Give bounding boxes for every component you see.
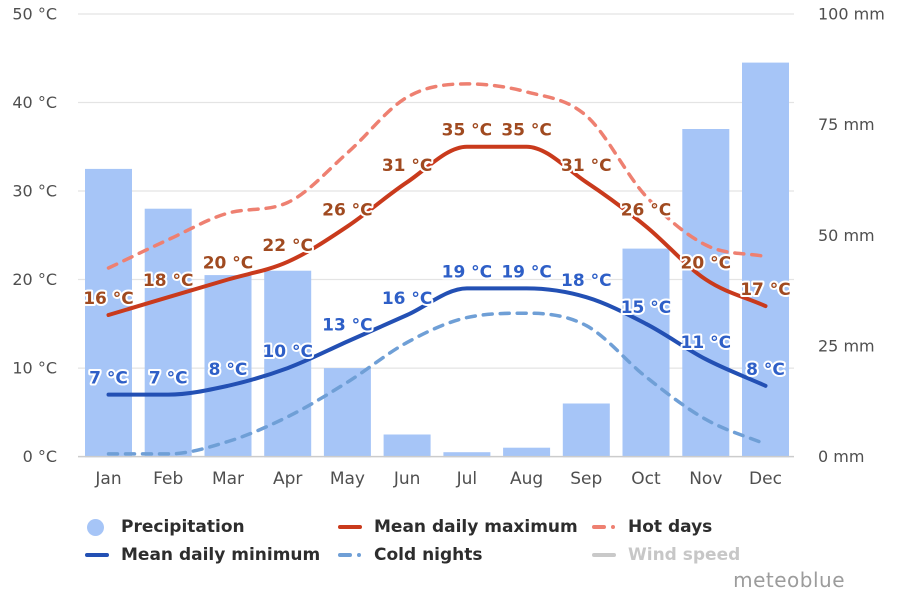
x-axis-label-jan: Jan <box>94 469 121 489</box>
legend-item-mean-daily-maximum[interactable]: Mean daily maximum <box>338 517 578 537</box>
right-axis-tick-50: 50 mm <box>818 226 875 245</box>
right-axis-tick-75: 75 mm <box>818 115 875 134</box>
right-axis-tick-25: 25 mm <box>818 336 875 355</box>
max-temp-label-oct: 26 °C <box>621 200 672 220</box>
legend-item-precipitation[interactable]: Precipitation <box>85 517 245 537</box>
max-temp-label-may: 26 °C <box>322 200 373 220</box>
min-temp-label-mar: 8 °C <box>209 360 248 380</box>
left-axis-tick-20: 20 °C <box>12 270 57 289</box>
x-axis-label-nov: Nov <box>689 469 722 489</box>
min-temp-label-oct: 15 °C <box>621 298 672 318</box>
max-temp-label-dec: 17 °C <box>740 280 791 300</box>
max-temp-label-jun: 31 °C <box>382 156 433 176</box>
min-temp-label-may: 13 °C <box>322 316 373 336</box>
left-axis-tick-40: 40 °C <box>12 93 57 112</box>
x-axis-label-apr: Apr <box>273 469 302 489</box>
min-temp-label-jun: 16 °C <box>382 289 433 309</box>
cold-nights-swatch-icon <box>338 553 364 557</box>
x-axis-label-mar: Mar <box>212 469 244 489</box>
right-axis-tick-100: 100 mm <box>818 5 885 24</box>
min-temp-label-apr: 10 °C <box>262 342 313 362</box>
legend-item-hot-days[interactable]: Hot days <box>592 517 712 537</box>
precipitation-swatch-icon <box>85 518 111 536</box>
max-temp-label-sep: 31 °C <box>561 156 612 176</box>
mean-daily-maximum-line <box>106 144 768 317</box>
mean-daily-minimum-line <box>106 286 768 397</box>
x-axis-label-jul: Jul <box>456 469 478 489</box>
precipitation-bar-jul[interactable] <box>443 452 491 458</box>
max-temp-label-aug: 35 °C <box>501 121 552 141</box>
precipitation-bar-aug[interactable] <box>503 447 551 458</box>
precipitation-bar-sep[interactable] <box>562 403 610 458</box>
legend-label: Mean daily maximum <box>374 517 578 537</box>
right-axis-tick-0: 0 mm <box>818 447 864 466</box>
hot-days-swatch-icon <box>592 525 618 529</box>
legend-label: Mean daily minimum <box>121 545 321 565</box>
left-axis-tick-50: 50 °C <box>12 5 57 24</box>
cold-nights-line <box>106 311 768 456</box>
min-temp-label-nov: 11 °C <box>681 333 732 353</box>
x-axis-label-dec: Dec <box>749 469 782 489</box>
legend-item-wind-speed[interactable]: Wind speed <box>592 545 740 565</box>
max-temp-label-mar: 20 °C <box>203 254 254 274</box>
max-temp-label-nov: 20 °C <box>681 254 732 274</box>
min-temp-label-dec: 8 °C <box>746 360 785 380</box>
x-axis-label-may: May <box>330 469 365 489</box>
legend-item-cold-nights[interactable]: Cold nights <box>338 545 483 565</box>
min-temp-label-aug: 19 °C <box>501 262 552 282</box>
max-temp-label-jan: 16 °C <box>83 289 134 309</box>
meteoblue-watermark: meteoblue <box>733 568 845 592</box>
left-axis-tick-10: 10 °C <box>12 359 57 378</box>
x-axis-label-feb: Feb <box>153 469 183 489</box>
precipitation-bar-mar[interactable] <box>204 275 252 458</box>
legend-label: Cold nights <box>374 545 483 565</box>
x-axis-label-sep: Sep <box>570 469 602 489</box>
legend-label: Precipitation <box>121 517 245 537</box>
precipitation-bar-feb[interactable] <box>144 208 192 458</box>
precipitation-bar-apr[interactable] <box>264 270 312 458</box>
climate-chart-canvas: 16 °C 18 °C 20 °C 22 °C 26 °C 31 °C 35 °C 35 °C… <box>12 5 885 490</box>
legend-item-mean-daily-minimum[interactable]: Mean daily minimum <box>85 545 320 565</box>
x-axis-label-oct: Oct <box>631 469 661 489</box>
min-temp-label-jan: 7 °C <box>89 369 128 389</box>
min-line-swatch-icon <box>85 553 111 557</box>
min-temp-label-sep: 18 °C <box>561 271 612 291</box>
max-temp-label-feb: 18 °C <box>143 271 194 291</box>
left-axis-tick-0: 0 °C <box>23 447 57 466</box>
precipitation-bar-nov[interactable] <box>682 129 730 458</box>
hot-days-line <box>106 82 768 270</box>
wind-speed-swatch-icon <box>592 553 618 557</box>
x-axis-label-aug: Aug <box>510 469 543 489</box>
x-axis-label-jun: Jun <box>393 469 421 489</box>
max-temp-label-apr: 22 °C <box>262 236 313 256</box>
max-temp-label-jul: 35 °C <box>442 121 493 141</box>
max-line-swatch-icon <box>338 525 364 529</box>
left-axis-tick-30: 30 °C <box>12 182 57 201</box>
chart-legend: Precipitation Mean daily maximum Hot day… <box>0 508 900 572</box>
precipitation-bar-jun[interactable] <box>383 434 431 458</box>
precipitation-bar-dec[interactable] <box>742 62 789 458</box>
legend-label: Wind speed <box>628 545 741 565</box>
legend-label: Hot days <box>628 517 713 537</box>
min-temp-label-feb: 7 °C <box>149 369 188 389</box>
min-temp-label-jul: 19 °C <box>442 262 493 282</box>
precipitation-bar-oct[interactable] <box>622 248 670 458</box>
